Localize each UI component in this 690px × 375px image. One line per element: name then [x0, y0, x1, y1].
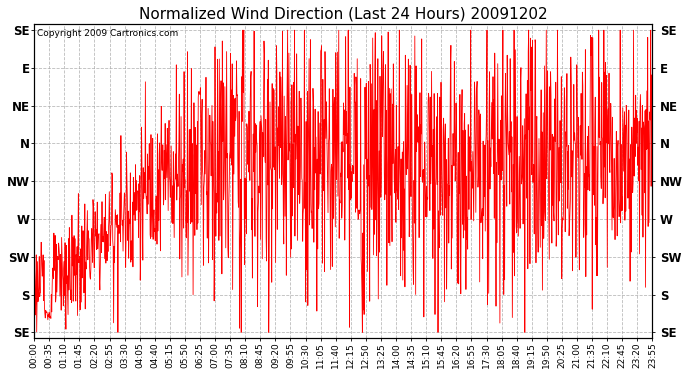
Title: Normalized Wind Direction (Last 24 Hours) 20091202: Normalized Wind Direction (Last 24 Hours…	[139, 7, 548, 22]
Text: Copyright 2009 Cartronics.com: Copyright 2009 Cartronics.com	[37, 29, 179, 38]
